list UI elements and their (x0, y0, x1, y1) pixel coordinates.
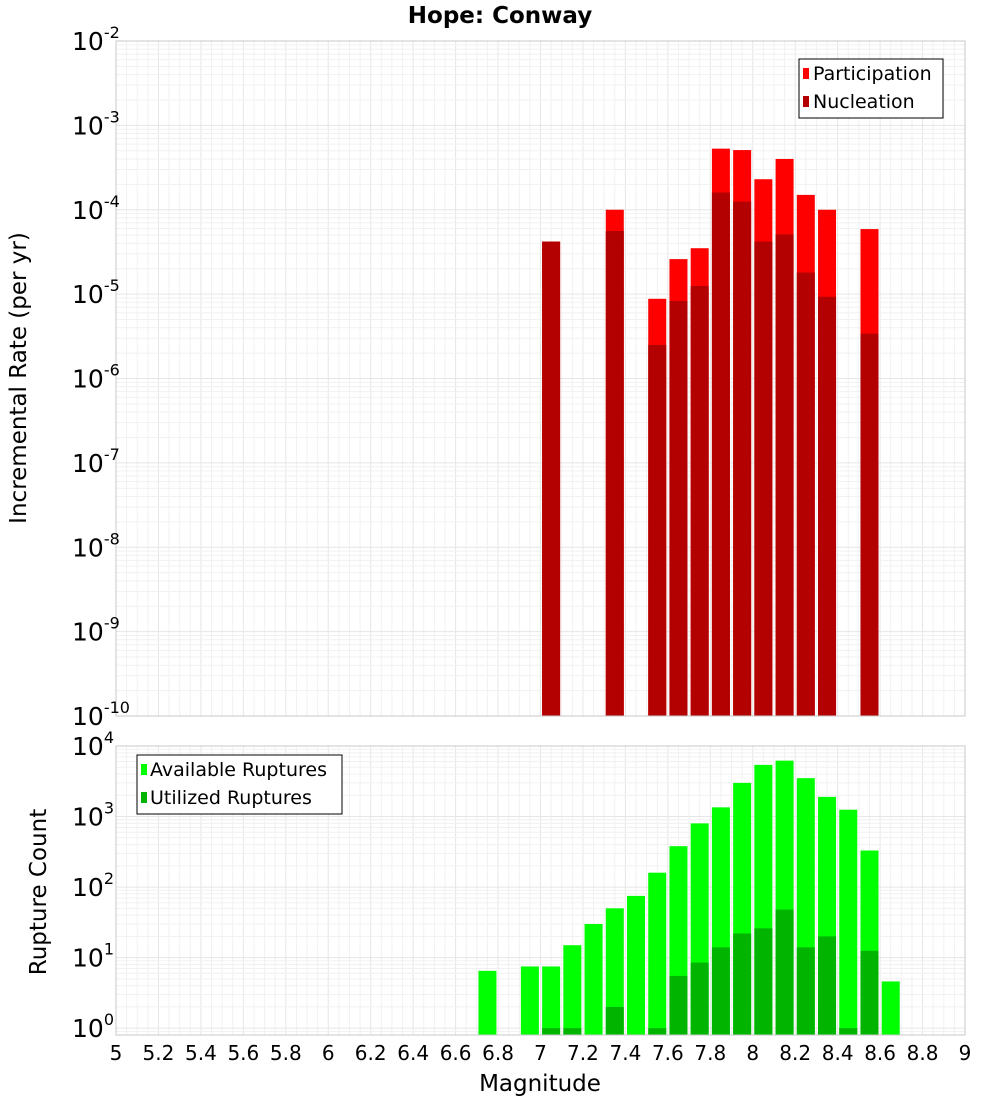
bar-available-ruptures (542, 966, 561, 1035)
bar-nucleation (775, 234, 794, 716)
bar-nucleation (754, 241, 773, 717)
x-tick-label: 8.6 (864, 1041, 896, 1065)
top-legend-box (798, 58, 944, 119)
y-tick-label: 10-4 (72, 192, 120, 225)
bar-available-ruptures (563, 945, 582, 1035)
bar-nucleation (542, 241, 561, 717)
x-tick-label: 8.2 (779, 1041, 811, 1065)
bar-utilized-ruptures (542, 1028, 561, 1035)
top-plot-bars (542, 148, 879, 717)
y-tick-label: 103 (72, 799, 114, 832)
y-tick-label: 10-2 (72, 23, 120, 56)
y-tick-label: 10-8 (72, 529, 120, 562)
x-tick-label: 5.6 (227, 1041, 259, 1065)
y-tick-label: 104 (72, 728, 114, 761)
x-tick-label: 6.6 (440, 1041, 472, 1065)
bar-available-ruptures (584, 923, 603, 1035)
y-tick-label: 102 (72, 869, 114, 902)
bottom-plot-y-axis-label: Rupture Count (26, 809, 52, 975)
bar-utilized-ruptures (860, 950, 879, 1035)
bottom-plot-y-ticks: 104 103 102 101 100 (72, 728, 114, 1043)
bar-available-ruptures (627, 895, 646, 1035)
bar-utilized-ruptures (690, 962, 709, 1035)
x-tick-label: 7.2 (567, 1041, 599, 1065)
top-plot: 10-2 10-3 10-4 10-5 10-6 10-7 10-8 10-9 10-10 In… (6, 23, 966, 731)
bar-utilized-ruptures (754, 928, 773, 1035)
legend-label-available: Available Ruptures (150, 759, 327, 781)
bar-available-ruptures (478, 970, 497, 1035)
bottom-plot-legend: Available Ruptures Utilized Ruptures (136, 754, 343, 815)
legend-label-participation: Participation (813, 63, 932, 85)
bar-nucleation (605, 230, 624, 716)
legend-swatch-utilized (141, 792, 147, 803)
x-tick-label: 7.4 (609, 1041, 641, 1065)
bar-nucleation (669, 300, 688, 716)
bar-utilized-ruptures (818, 936, 837, 1035)
x-tick-label: 5.8 (270, 1041, 302, 1065)
x-tick-label: 8.8 (907, 1041, 939, 1065)
y-tick-label: 10-3 (72, 107, 120, 140)
bar-available-ruptures (520, 966, 539, 1035)
x-tick-label: 5.4 (185, 1041, 217, 1065)
chart-title: Hope: Conway (408, 3, 592, 29)
x-tick-label: 5 (110, 1041, 123, 1065)
legend-swatch-available (141, 764, 147, 775)
x-tick-label: 6.4 (397, 1041, 429, 1065)
legend-swatch-participation (803, 68, 809, 79)
x-tick-label: 8 (746, 1041, 759, 1065)
x-tick-label: 7.6 (652, 1041, 684, 1065)
y-tick-label: 10-5 (72, 276, 120, 309)
bar-utilized-ruptures (711, 947, 730, 1035)
x-tick-label: 6 (322, 1041, 335, 1065)
bottom-plot-bars (478, 760, 900, 1035)
bar-utilized-ruptures (605, 1006, 624, 1035)
x-tick-label: 7 (534, 1041, 547, 1065)
top-plot-y-ticks: 10-2 10-3 10-4 10-5 10-6 10-7 10-8 10-9 10-10 (72, 23, 130, 731)
bar-nucleation (860, 333, 879, 716)
bar-nucleation (690, 285, 709, 716)
bottom-plot-frame (115, 745, 966, 1036)
legend-label-utilized: Utilized Ruptures (150, 787, 312, 809)
bar-available-ruptures (648, 872, 667, 1035)
y-tick-label: 10-6 (72, 361, 120, 394)
bar-nucleation (818, 296, 837, 716)
x-tick-label: 9 (959, 1041, 972, 1065)
top-plot-legend: Participation Nucleation (798, 58, 944, 119)
x-tick-label: 6.2 (355, 1041, 387, 1065)
legend-swatch-nucleation (803, 96, 809, 107)
bar-utilized-ruptures (839, 1028, 858, 1035)
bar-nucleation (796, 272, 815, 716)
legend-label-nucleation: Nucleation (813, 91, 915, 113)
y-tick-label: 10-9 (72, 614, 120, 647)
x-tick-label: 7.8 (694, 1041, 726, 1065)
bottom-plot: 104 103 102 101 100 5 5.2 5.4 5.6 5.8 6 6.2 6.4 6.6 6… (26, 728, 971, 1097)
bar-nucleation (733, 201, 752, 716)
x-tick-label: 8.4 (822, 1041, 854, 1065)
bar-utilized-ruptures (563, 1028, 582, 1035)
x-axis-label: Magnitude (479, 1071, 601, 1097)
bar-nucleation (648, 344, 667, 716)
y-tick-label: 10-7 (72, 445, 120, 478)
bottom-legend-box (136, 754, 343, 815)
bar-utilized-ruptures (648, 1028, 667, 1035)
bar-utilized-ruptures (669, 975, 688, 1035)
bar-utilized-ruptures (796, 947, 815, 1035)
y-tick-label: 100 (72, 1010, 114, 1043)
bar-utilized-ruptures (775, 909, 794, 1035)
top-plot-y-axis-label: Incremental Rate (per yr) (6, 232, 32, 524)
x-tick-label: 5.2 (143, 1041, 175, 1065)
bottom-plot-x-ticks: 5 5.2 5.4 5.6 5.8 6 6.2 6.4 6.6 6.8 7 7.2 7.4 7.6 7.8 8… (110, 1041, 972, 1065)
y-tick-label: 10-10 (72, 698, 130, 731)
bar-available-ruptures (881, 981, 900, 1035)
bar-nucleation (711, 192, 730, 717)
x-tick-label: 6.8 (482, 1041, 514, 1065)
top-plot-frame (115, 40, 966, 717)
top-plot-grid (115, 40, 966, 717)
y-tick-label: 101 (72, 940, 114, 973)
bar-available-ruptures (605, 908, 624, 1035)
bar-utilized-ruptures (733, 933, 752, 1035)
bar-available-ruptures (839, 809, 858, 1035)
